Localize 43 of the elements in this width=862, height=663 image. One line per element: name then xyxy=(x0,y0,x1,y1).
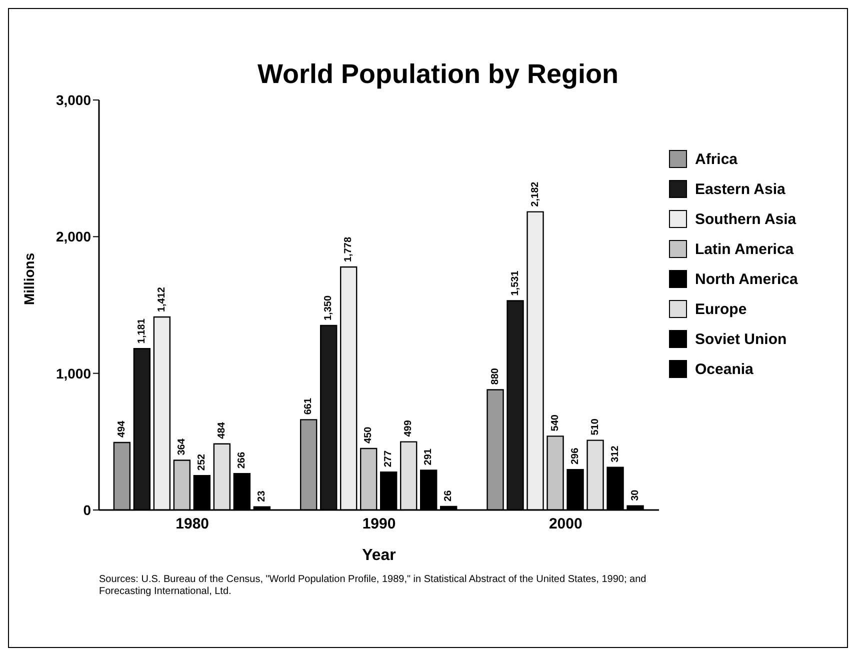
data-label: 494 xyxy=(116,420,128,438)
y-tick-label: 0 xyxy=(83,502,92,518)
legend-label: Eastern Asia xyxy=(695,180,786,198)
data-label: 1,181 xyxy=(136,318,148,344)
data-label: 26 xyxy=(443,490,454,502)
legend-label: Africa xyxy=(695,150,738,168)
data-label: 364 xyxy=(176,438,188,456)
legend-label: Oceania xyxy=(695,360,754,378)
legend-label: North America xyxy=(695,270,798,288)
legend-label: Latin America xyxy=(695,240,794,258)
data-label: 291 xyxy=(423,448,434,466)
y-tick-label: 1,000 xyxy=(56,365,92,382)
y-tick-label: 3,000 xyxy=(56,92,92,108)
data-label: 510 xyxy=(590,418,601,436)
data-label: 23 xyxy=(256,490,268,502)
data-label: 312 xyxy=(610,445,621,462)
data-label: 1,412 xyxy=(156,286,168,312)
x-tick-label: 2000 xyxy=(548,516,582,533)
data-label: 450 xyxy=(363,426,374,444)
legend-label: Soviet Union xyxy=(695,330,787,348)
y-axis-title: Millions xyxy=(20,252,37,305)
data-label: 252 xyxy=(196,453,208,471)
data-label: 2,182 xyxy=(530,181,541,207)
data-label: 30 xyxy=(630,489,641,501)
x-tick-label: 1990 xyxy=(362,516,396,533)
data-label: 540 xyxy=(550,414,561,432)
y-tick-label: 2,000 xyxy=(56,228,92,245)
x-axis-title: Year xyxy=(362,547,396,564)
data-label: 266 xyxy=(236,452,248,469)
legend-label: Europe xyxy=(695,300,747,318)
data-label: 1,778 xyxy=(343,236,354,262)
data-label: 1,350 xyxy=(323,295,334,320)
data-label: 661 xyxy=(303,398,314,415)
data-label: 484 xyxy=(216,422,228,439)
data-label: 499 xyxy=(403,420,414,437)
data-label: 1,531 xyxy=(510,270,521,296)
data-label: 296 xyxy=(570,447,581,465)
x-tick-label: 1980 xyxy=(176,516,210,533)
data-label: 880 xyxy=(490,368,501,385)
legend-label: Southern Asia xyxy=(695,210,796,228)
data-label: 277 xyxy=(383,450,394,468)
source-note: Sources: U.S. Bureau of the Census, "World Population Profile, 1989," in Statistical Abstract of the United States, 1990; and Forecasting International, Ltd. xyxy=(99,574,648,598)
chart-title: World Population by Region xyxy=(256,59,620,90)
